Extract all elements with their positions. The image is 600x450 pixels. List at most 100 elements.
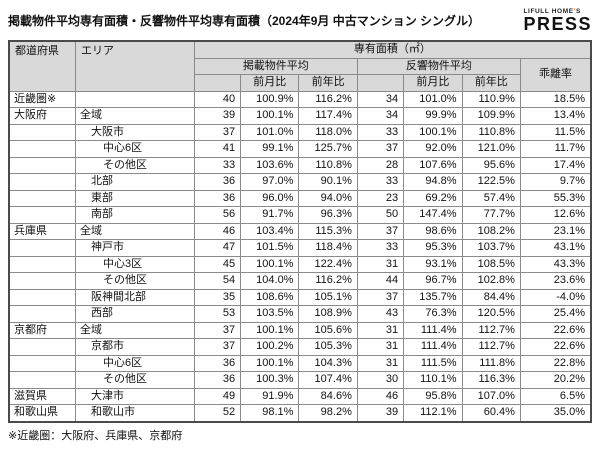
response-mom-cell: 111.4%: [403, 321, 463, 339]
response-yoy-cell: 116.3%: [461, 371, 521, 389]
header-spacer-response: [356, 74, 405, 92]
listed-value-cell: 37: [193, 338, 242, 356]
listed-mom-cell: 100.9%: [240, 90, 300, 108]
response-mom-cell: 94.8%: [403, 173, 463, 191]
divergence-cell: 18.5%: [519, 90, 592, 108]
table-header: 都道府県 エリア 専有面積（㎡） 掲載物件平均 反響物件平均 乖離率 前月比 前…: [8, 40, 592, 92]
listed-mom-cell: 100.1%: [240, 107, 300, 125]
response-yoy-cell: 107.0%: [461, 387, 521, 405]
listed-value-cell: 35: [193, 288, 242, 306]
listed-mom-cell: 103.5%: [240, 305, 300, 323]
response-mom-cell: 110.1%: [403, 371, 463, 389]
area-cell: 大阪市: [74, 123, 195, 141]
prefecture-cell: 京都府: [8, 321, 76, 339]
listed-value-cell: 54: [193, 272, 242, 290]
table-row: 中心3区 45 100.1% 122.4% 31 93.1% 108.5% 43.3%: [8, 255, 592, 273]
listed-yoy-cell: 84.6%: [298, 387, 358, 405]
listed-mom-cell: 103.6%: [240, 156, 300, 174]
prefecture-cell: [8, 371, 76, 389]
response-value-cell: 33: [356, 173, 405, 191]
divergence-cell: 25.4%: [519, 305, 592, 323]
table-row: 京都府 全域 37 100.1% 105.6% 31 111.4% 112.7% 22.6%: [8, 321, 592, 339]
response-mom-cell: 92.0%: [403, 140, 463, 158]
divergence-cell: 20.2%: [519, 371, 592, 389]
area-cell: 京都市: [74, 338, 195, 356]
divergence-cell: 11.5%: [519, 123, 592, 141]
listed-yoy-cell: 90.1%: [298, 173, 358, 191]
divergence-cell: 55.3%: [519, 189, 592, 207]
area-cell: 東部: [74, 189, 195, 207]
divergence-cell: 12.6%: [519, 206, 592, 224]
area-cell: その他区: [74, 156, 195, 174]
listed-mom-cell: 100.1%: [240, 354, 300, 372]
logo-brand-text: LIFULL HOME’S: [523, 8, 592, 15]
listed-yoy-cell: 108.9%: [298, 305, 358, 323]
response-mom-cell: 69.2%: [403, 189, 463, 207]
response-yoy-cell: 103.7%: [461, 239, 521, 257]
header-response-yoy: 前年比: [461, 74, 521, 92]
listed-mom-cell: 100.1%: [240, 255, 300, 273]
header-listed-average: 掲載物件平均: [193, 57, 358, 75]
area-cell: 和歌山市: [74, 404, 195, 422]
page-title: 掲載物件平均専有面積・反響物件平均専有面積（2024年9月 中古マンション シン…: [8, 14, 481, 28]
response-value-cell: 50: [356, 206, 405, 224]
table-row: 神戸市 47 101.5% 118.4% 33 95.3% 103.7% 43.1%: [8, 239, 592, 257]
listed-value-cell: 37: [193, 123, 242, 141]
listed-value-cell: 40: [193, 90, 242, 108]
header-prefecture: 都道府県: [8, 40, 76, 92]
response-value-cell: 31: [356, 354, 405, 372]
prefecture-cell: [8, 305, 76, 323]
response-value-cell: 31: [356, 321, 405, 339]
prefecture-cell: [8, 123, 76, 141]
listed-mom-cell: 104.0%: [240, 272, 300, 290]
response-mom-cell: 76.3%: [403, 305, 463, 323]
table-row: 大阪市 37 101.0% 118.0% 33 100.1% 110.8% 11.5%: [8, 123, 592, 141]
header-floor-area-group: 専有面積（㎡）: [193, 40, 592, 59]
area-cell: 神戸市: [74, 239, 195, 257]
response-value-cell: 31: [356, 255, 405, 273]
response-yoy-cell: 102.8%: [461, 272, 521, 290]
response-mom-cell: 111.5%: [403, 354, 463, 372]
listed-mom-cell: 99.1%: [240, 140, 300, 158]
listed-yoy-cell: 116.2%: [298, 272, 358, 290]
topbar: 掲載物件平均専有面積・反響物件平均専有面積（2024年9月 中古マンション シン…: [8, 6, 592, 38]
area-cell: 中心6区: [74, 140, 195, 158]
response-value-cell: 28: [356, 156, 405, 174]
response-yoy-cell: 112.7%: [461, 338, 521, 356]
listed-mom-cell: 96.0%: [240, 189, 300, 207]
response-value-cell: 23: [356, 189, 405, 207]
listed-yoy-cell: 105.1%: [298, 288, 358, 306]
response-value-cell: 44: [356, 272, 405, 290]
listed-mom-cell: 103.4%: [240, 222, 300, 240]
response-yoy-cell: 57.4%: [461, 189, 521, 207]
response-value-cell: 39: [356, 404, 405, 422]
response-mom-cell: 101.0%: [403, 90, 463, 108]
listed-value-cell: 37: [193, 321, 242, 339]
table-row: 和歌山県 和歌山市 52 98.1% 98.2% 39 112.1% 60.4% 35.0%: [8, 404, 592, 422]
header-area: エリア: [74, 40, 195, 92]
response-yoy-cell: 60.4%: [461, 404, 521, 422]
response-mom-cell: 135.7%: [403, 288, 463, 306]
table-row: 東部 36 96.0% 94.0% 23 69.2% 57.4% 55.3%: [8, 189, 592, 207]
prefecture-cell: [8, 288, 76, 306]
table-row: その他区 36 100.3% 107.4% 30 110.1% 116.3% 20.2%: [8, 371, 592, 389]
header-row-1: 都道府県 エリア 専有面積（㎡）: [8, 40, 592, 92]
listed-mom-cell: 98.1%: [240, 404, 300, 422]
prefecture-cell: [8, 272, 76, 290]
response-yoy-cell: 111.8%: [461, 354, 521, 372]
prefecture-cell: 大阪府: [8, 107, 76, 125]
prefecture-cell: 兵庫県: [8, 222, 76, 240]
area-cell: 中心3区: [74, 255, 195, 273]
area-cell: 南部: [74, 206, 195, 224]
prefecture-cell: [8, 354, 76, 372]
header-response-average: 反響物件平均: [356, 57, 521, 75]
response-value-cell: 33: [356, 123, 405, 141]
divergence-cell: -4.0%: [519, 288, 592, 306]
response-value-cell: 31: [356, 338, 405, 356]
header-listed-yoy: 前年比: [298, 74, 358, 92]
response-value-cell: 37: [356, 140, 405, 158]
listed-mom-cell: 101.0%: [240, 123, 300, 141]
divergence-cell: 43.1%: [519, 239, 592, 257]
table-row: 北部 36 97.0% 90.1% 33 94.8% 122.5% 9.7%: [8, 173, 592, 191]
